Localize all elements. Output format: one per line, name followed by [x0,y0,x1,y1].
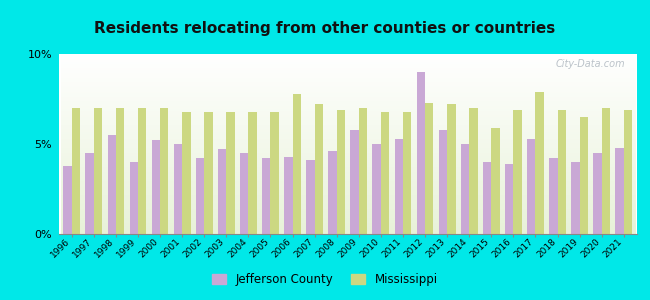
Bar [129,162,138,234]
Bar [505,164,514,234]
Bar [160,108,168,234]
Bar [403,112,411,234]
Bar [63,166,72,234]
Bar [262,158,270,234]
Bar [447,104,456,234]
Bar [439,130,447,234]
Bar [483,162,491,234]
Bar [240,153,248,234]
Bar [270,112,279,234]
Bar [417,72,425,234]
Bar [204,112,213,234]
Bar [580,117,588,234]
Bar [107,135,116,234]
Bar [602,108,610,234]
Text: City-Data.com: City-Data.com [556,59,625,69]
Legend: Jefferson County, Mississippi: Jefferson County, Mississippi [207,269,443,291]
Bar [284,157,292,234]
Bar [549,158,558,234]
Bar [624,110,632,234]
Bar [85,153,94,234]
Bar [616,148,624,234]
Bar [138,108,146,234]
Bar [315,104,323,234]
Bar [174,144,182,234]
Bar [527,139,536,234]
Bar [558,110,566,234]
Bar [292,94,301,234]
Bar [151,140,160,234]
Bar [593,153,602,234]
Bar [248,112,257,234]
Bar [461,144,469,234]
Bar [469,108,478,234]
Bar [94,108,102,234]
Bar [72,108,80,234]
Bar [514,110,522,234]
Bar [328,151,337,234]
Bar [226,112,235,234]
Bar [350,130,359,234]
Bar [372,144,381,234]
Bar [491,128,500,234]
Text: Residents relocating from other counties or countries: Residents relocating from other counties… [94,21,556,36]
Bar [425,103,434,234]
Bar [196,158,204,234]
Bar [306,160,315,234]
Bar [359,108,367,234]
Bar [571,162,580,234]
Bar [381,112,389,234]
Bar [182,112,190,234]
Bar [536,92,544,234]
Bar [337,110,345,234]
Bar [116,108,124,234]
Bar [218,149,226,234]
Bar [395,139,403,234]
